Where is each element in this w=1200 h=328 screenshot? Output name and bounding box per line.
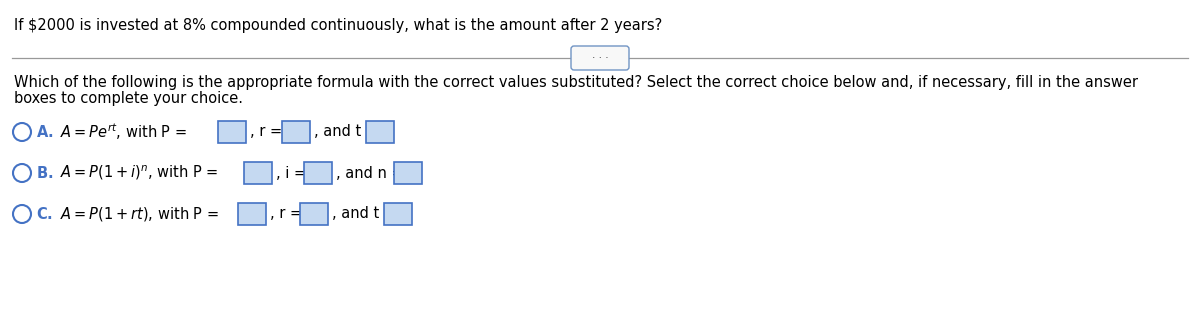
FancyBboxPatch shape xyxy=(394,162,422,184)
FancyBboxPatch shape xyxy=(304,162,332,184)
Text: boxes to complete your choice.: boxes to complete your choice. xyxy=(14,91,242,106)
FancyBboxPatch shape xyxy=(282,121,310,143)
FancyBboxPatch shape xyxy=(300,203,328,225)
FancyBboxPatch shape xyxy=(571,46,629,70)
Text: $\mathbf{C.}$: $\mathbf{C.}$ xyxy=(36,206,53,222)
Circle shape xyxy=(13,164,31,182)
Text: , i =: , i = xyxy=(276,166,311,180)
FancyBboxPatch shape xyxy=(244,162,272,184)
Circle shape xyxy=(13,123,31,141)
Text: $A = P(1+rt)$, with P =: $A = P(1+rt)$, with P = xyxy=(60,205,221,223)
Text: $\mathbf{A.}$: $\mathbf{A.}$ xyxy=(36,124,54,140)
Text: , and n =: , and n = xyxy=(336,166,408,180)
Text: $A = P(1+i)^{n}$, with P =: $A = P(1+i)^{n}$, with P = xyxy=(60,164,220,182)
Text: Which of the following is the appropriate formula with the correct values substi: Which of the following is the appropriat… xyxy=(14,75,1138,90)
FancyBboxPatch shape xyxy=(218,121,246,143)
Text: $A = Pe^{rt}$, with P =: $A = Pe^{rt}$, with P = xyxy=(60,122,188,142)
Text: , and t =: , and t = xyxy=(314,125,383,139)
Text: If $2000 is invested at 8% compounded continuously, what is the amount after 2 y: If $2000 is invested at 8% compounded co… xyxy=(14,18,662,33)
Circle shape xyxy=(13,205,31,223)
Text: , r =: , r = xyxy=(250,125,287,139)
FancyBboxPatch shape xyxy=(384,203,412,225)
Text: , and t =: , and t = xyxy=(332,207,401,221)
FancyBboxPatch shape xyxy=(238,203,266,225)
Text: · · ·: · · · xyxy=(592,53,608,63)
Text: $\mathbf{B.}$: $\mathbf{B.}$ xyxy=(36,165,53,181)
FancyBboxPatch shape xyxy=(366,121,394,143)
Text: , r =: , r = xyxy=(270,207,307,221)
